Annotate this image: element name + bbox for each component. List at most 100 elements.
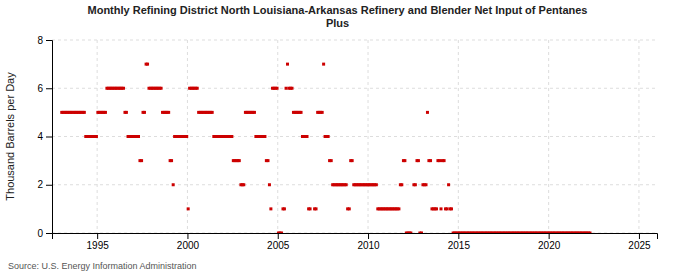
point <box>238 159 241 162</box>
grid-line-y <box>52 184 657 185</box>
y-tick-label: 6 <box>37 83 43 94</box>
y-tick-mark <box>46 185 52 186</box>
chart: Monthly Refining District North Louisian… <box>0 0 675 275</box>
x-tick: 2015 <box>448 233 471 251</box>
y-tick-label: 0 <box>37 228 43 239</box>
x-tick-label: 2020 <box>538 240 561 251</box>
y-axis-label: Thousand Barrels per Day <box>4 72 16 201</box>
x-tick-mark <box>278 233 279 239</box>
point <box>143 111 146 114</box>
grid-line-x <box>368 40 369 233</box>
x-tick-label: 2010 <box>357 240 380 251</box>
point <box>196 87 199 90</box>
y-tick-mark <box>46 40 52 41</box>
point <box>426 111 429 114</box>
title: Monthly Refining District North Louisian… <box>88 4 588 29</box>
point <box>348 207 351 210</box>
point <box>211 111 214 114</box>
annotation: Source: U.S. Energy Information Administ… <box>8 261 197 271</box>
grid-line-x <box>548 40 549 233</box>
y-tick: 8 <box>37 35 52 46</box>
x-tick-mark <box>458 233 459 239</box>
point <box>315 207 318 210</box>
x-tick: 2020 <box>538 233 561 251</box>
grid-line-y <box>52 136 657 137</box>
point <box>375 183 378 186</box>
point <box>300 111 303 114</box>
x-tick-mark <box>187 233 188 239</box>
point <box>268 183 271 186</box>
y-tick-label: 8 <box>37 35 43 46</box>
grid-line-x <box>638 40 639 233</box>
point <box>414 183 417 186</box>
point <box>322 63 325 66</box>
point <box>409 232 412 234</box>
point <box>187 207 190 210</box>
point <box>440 207 443 210</box>
x-axis-line <box>53 234 658 240</box>
point <box>445 207 448 210</box>
point <box>125 111 128 114</box>
x-tick-label: 2000 <box>177 240 200 251</box>
point <box>83 111 86 114</box>
point <box>429 159 432 162</box>
point <box>167 111 170 114</box>
point <box>263 135 266 138</box>
point <box>122 87 125 90</box>
point <box>351 159 354 162</box>
point <box>283 207 286 210</box>
x-tick: 1995 <box>87 233 110 251</box>
y-tick: 4 <box>37 131 52 142</box>
x-tick-mark <box>97 233 98 239</box>
point <box>137 135 140 138</box>
x-tick-mark <box>639 233 640 239</box>
point <box>450 207 453 210</box>
point <box>140 159 143 162</box>
point <box>321 111 324 114</box>
point <box>291 87 294 90</box>
point <box>309 207 312 210</box>
point <box>588 232 591 234</box>
y-tick-mark <box>46 137 52 138</box>
points <box>60 63 591 233</box>
point <box>285 87 288 90</box>
point <box>266 159 269 162</box>
y-axis: 0 2 4 6 8 <box>37 35 52 239</box>
x-tick-mark <box>368 233 369 239</box>
x-tick-label: 2005 <box>267 240 290 251</box>
y-tick-label: 4 <box>37 131 43 142</box>
grid-line-y <box>52 88 657 89</box>
point <box>306 135 309 138</box>
title-line: Monthly Refining District North Louisian… <box>88 4 588 16</box>
grid-line-x <box>458 40 459 233</box>
grid <box>52 40 657 233</box>
x-tick-label: 2025 <box>628 240 651 251</box>
point <box>397 207 400 210</box>
point <box>438 159 441 162</box>
point <box>170 159 173 162</box>
y-tick: 0 <box>37 228 52 239</box>
grid-line-y <box>52 40 657 41</box>
point <box>327 135 330 138</box>
y-tick-label: 2 <box>37 179 43 190</box>
x-tick-label: 1995 <box>87 240 110 251</box>
point <box>95 135 98 138</box>
plot-area: 1995 2000 2005 2010 2015 2020 2025 0 2 4 6 8 <box>37 35 657 251</box>
grid-line-x <box>277 40 278 233</box>
y-tick-mark <box>46 233 52 234</box>
point <box>330 159 333 162</box>
point <box>104 111 107 114</box>
point <box>286 63 289 66</box>
x-tick: 2005 <box>267 233 290 251</box>
point <box>160 87 163 90</box>
point <box>230 135 233 138</box>
point <box>400 183 403 186</box>
point <box>172 183 175 186</box>
y-tick: 2 <box>37 179 52 190</box>
point <box>425 183 428 186</box>
point <box>447 183 450 186</box>
point <box>276 87 279 90</box>
x-tick: 2000 <box>177 233 200 251</box>
point <box>280 232 283 234</box>
y-axis-line <box>46 41 53 234</box>
